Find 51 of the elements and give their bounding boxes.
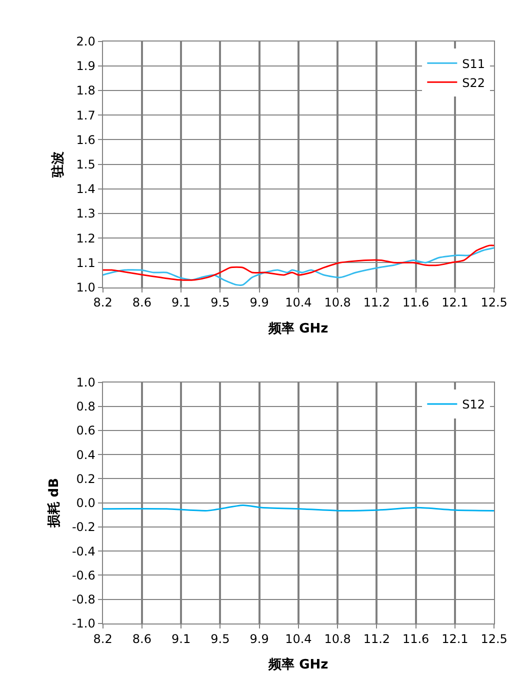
legend-label: S11 — [462, 56, 486, 71]
x-tick-label: 9.5 — [210, 296, 230, 310]
x-tick-label: 11.6 — [402, 296, 430, 310]
x-tick-label: 9.9 — [250, 632, 269, 646]
x-tick-label: 12.1 — [442, 296, 468, 310]
y-tick-label: -0.6 — [72, 568, 96, 582]
x-tick-label: 12.5 — [480, 296, 508, 310]
x-axis-title: 频率 GHz — [268, 656, 328, 672]
x-tick-label: 9.1 — [172, 296, 191, 310]
x-tick-label: 9.5 — [210, 632, 230, 646]
y-tick-label: 1.3 — [76, 206, 96, 221]
y-axis-title: 损耗 dB — [46, 478, 62, 529]
y-tick-label: 2.0 — [76, 34, 96, 48]
x-axis-title: 频率 GHz — [268, 320, 328, 336]
y-tick-label: 1.5 — [76, 157, 96, 172]
x-tick-label: 9.1 — [172, 632, 191, 646]
y-tick-label: 0.6 — [76, 424, 96, 438]
y-tick-label: -1.0 — [72, 616, 96, 631]
x-tick-label: 8.2 — [93, 296, 112, 310]
x-tick-label: 8.2 — [93, 632, 112, 646]
y-tick-label: 0.2 — [76, 472, 96, 486]
y-tick-label: 1.6 — [76, 132, 96, 147]
y-tick-label: 1.8 — [76, 84, 96, 98]
x-tick-label: 8.6 — [132, 632, 152, 646]
y-tick-label: 0.4 — [76, 448, 96, 462]
y-tick-label: 1.0 — [76, 376, 96, 390]
y-tick-label: 1.1 — [76, 256, 96, 270]
x-tick-label: 10.8 — [324, 296, 351, 310]
y-tick-label: 1.9 — [76, 59, 96, 74]
x-tick-label: 9.9 — [250, 296, 269, 310]
y-tick-label: 1.7 — [76, 108, 96, 122]
legend-label: S22 — [462, 76, 486, 90]
x-tick-label: 11.2 — [363, 632, 390, 646]
x-tick-label: 11.6 — [402, 632, 430, 646]
y-tick-label: -0.2 — [72, 520, 96, 534]
y-axis-title: 驻波 — [50, 150, 66, 178]
y-tick-label: -0.4 — [72, 544, 96, 558]
x-tick-label: 8.6 — [132, 296, 152, 310]
x-tick-label: 11.2 — [363, 296, 390, 310]
y-tick-label: 0.0 — [76, 496, 96, 510]
y-tick-label: 0.8 — [76, 400, 96, 414]
x-tick-label: 12.5 — [480, 632, 508, 646]
x-tick-label: 10.8 — [324, 632, 351, 646]
x-tick-label: 10.4 — [285, 632, 312, 646]
x-tick-label: 10.4 — [285, 296, 312, 310]
y-tick-label: -0.8 — [72, 592, 96, 606]
x-tick-label: 12.1 — [442, 632, 468, 646]
y-tick-label: 1.4 — [76, 182, 96, 196]
legend-label: S12 — [462, 398, 486, 412]
y-tick-label: 1.2 — [76, 231, 96, 246]
y-tick-label: 1.0 — [76, 280, 96, 294]
